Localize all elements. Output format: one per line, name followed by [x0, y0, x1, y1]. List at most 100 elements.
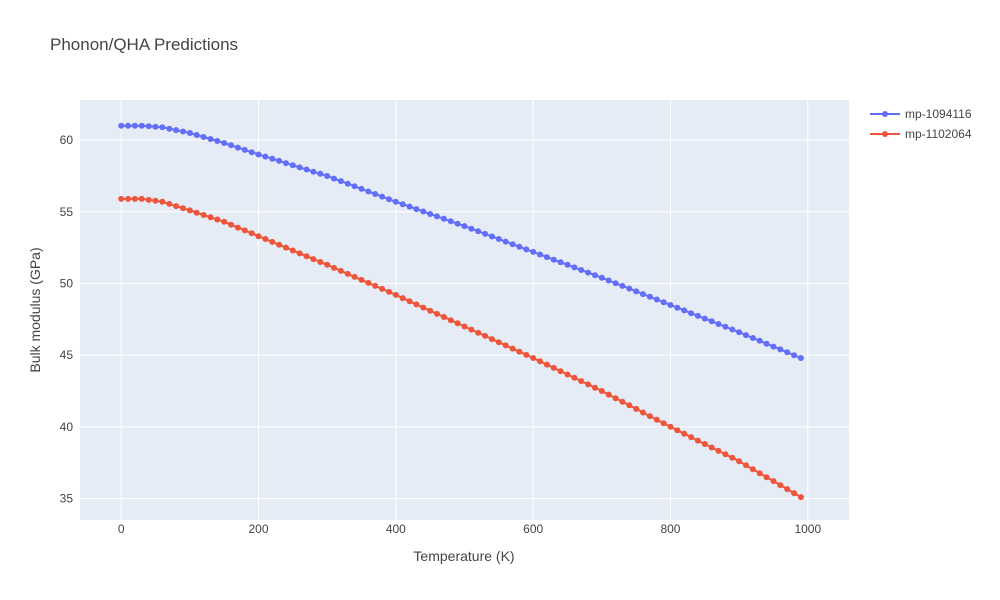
data-point [585, 269, 592, 276]
data-point [708, 444, 715, 451]
data-point [598, 274, 605, 281]
data-point [633, 405, 640, 412]
data-point [578, 378, 585, 385]
data-point [530, 355, 537, 361]
data-point [646, 293, 653, 300]
data-point [344, 270, 351, 277]
data-point [612, 280, 619, 287]
data-point [626, 285, 633, 292]
data-point [399, 295, 406, 302]
y-tick-label: 55 [60, 205, 74, 219]
data-point [777, 346, 784, 353]
data-point [296, 250, 303, 257]
data-point [180, 128, 186, 135]
data-point [489, 336, 495, 343]
data-point [406, 203, 413, 210]
data-point [351, 273, 358, 280]
data-point [317, 259, 324, 265]
data-point [289, 247, 296, 254]
data-point [530, 248, 537, 255]
data-point [736, 329, 743, 336]
data-point [186, 207, 193, 214]
data-point [715, 447, 722, 454]
y-tick-label: 50 [60, 276, 74, 290]
data-point [653, 296, 660, 303]
data-point [310, 256, 317, 263]
data-point [193, 209, 200, 216]
legend-item[interactable]: mp-1094116 [870, 107, 972, 121]
data-point [145, 196, 152, 203]
data-point [475, 329, 482, 336]
data-point [331, 175, 337, 182]
data-point [427, 307, 434, 314]
data-point [118, 122, 125, 129]
data-point [221, 140, 228, 146]
legend-item[interactable]: mp-1102064 [870, 127, 972, 141]
data-point [159, 198, 166, 205]
data-point [303, 166, 310, 173]
data-point [537, 358, 543, 365]
data-point [489, 233, 495, 240]
legend[interactable]: mp-1094116 mp-1102064 [870, 107, 972, 141]
legend-label: mp-1102064 [905, 127, 972, 141]
data-point [434, 213, 440, 220]
data-point [173, 127, 180, 134]
data-point [193, 132, 200, 138]
data-point [200, 212, 207, 218]
y-tick-label: 40 [60, 420, 74, 434]
data-point [152, 123, 159, 130]
data-point [159, 124, 166, 131]
data-point [640, 291, 646, 298]
data-point [276, 241, 283, 248]
data-point [598, 388, 605, 394]
data-point [475, 228, 482, 235]
data-point [729, 454, 736, 461]
data-point [461, 323, 468, 330]
data-point [681, 430, 688, 437]
data-point [434, 310, 440, 317]
data-point [248, 230, 255, 237]
grid [80, 100, 849, 520]
data-point [468, 225, 475, 232]
data-point [413, 301, 420, 308]
data-point [550, 256, 557, 263]
data-point [585, 381, 592, 388]
series-line [121, 197, 802, 498]
data-point [221, 218, 228, 225]
data-point [667, 423, 674, 430]
data-point [694, 437, 701, 444]
data-point [660, 299, 667, 306]
data-point [131, 122, 138, 129]
data-point [379, 285, 386, 292]
data-point [722, 451, 729, 458]
data-point [694, 312, 701, 319]
data-point [509, 345, 516, 352]
data-point [283, 244, 289, 251]
data-point [653, 416, 660, 423]
data-point [537, 251, 543, 258]
data-point [234, 224, 241, 231]
data-point [784, 486, 791, 493]
data-point [351, 183, 358, 190]
data-point [564, 261, 571, 268]
data-point [482, 332, 489, 339]
data-point [797, 355, 804, 361]
data-point [180, 205, 186, 212]
data-point [729, 326, 736, 333]
data-point [365, 188, 372, 195]
y-axis-title: Bulk modulus (GPa) [27, 247, 43, 372]
data-point [173, 203, 180, 210]
data-point [386, 288, 392, 295]
data-point [605, 391, 612, 398]
data-point [447, 317, 454, 324]
data-point [454, 320, 461, 327]
data-point [688, 434, 695, 441]
data-point [770, 343, 777, 350]
data-point [646, 413, 653, 420]
data-point [269, 238, 276, 245]
data-point [681, 307, 688, 314]
data-point [372, 282, 379, 289]
data-point [262, 236, 269, 242]
data-point [152, 197, 159, 204]
data-point [626, 402, 633, 409]
